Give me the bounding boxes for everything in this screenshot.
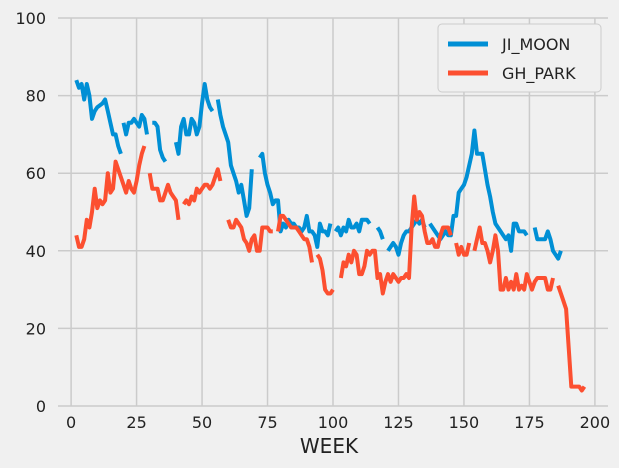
legend-label-ji-moon: JI_MOON <box>501 35 570 55</box>
x-tick-label: 200 <box>580 413 611 432</box>
series-line-segment <box>121 113 149 137</box>
x-tick-labels: 0 25 50 75 100 125 150 175 200 <box>66 413 610 432</box>
x-tick-label: 150 <box>449 413 480 432</box>
legend: JI_MOON GH_PARK <box>437 23 602 93</box>
series-gh-park <box>74 145 587 393</box>
series-line-segment <box>276 213 314 263</box>
series-line-segment <box>338 194 453 296</box>
series-line-segment <box>428 128 529 253</box>
y-tick-label: 40 <box>26 242 46 261</box>
x-axis-label: WEEK <box>300 434 359 458</box>
x-tick-label: 175 <box>514 413 545 432</box>
series-line-segment <box>386 217 427 257</box>
series-line-segment <box>74 79 123 155</box>
series-line-segment <box>375 226 385 240</box>
series-line-segment <box>333 217 372 238</box>
series-line-segment <box>173 82 215 156</box>
series-line-segment <box>147 172 181 221</box>
series-line-segment <box>532 227 563 261</box>
series-line-segment <box>454 242 472 257</box>
legend-label-gh-park: GH_PARK <box>502 64 576 84</box>
x-tick-label: 50 <box>192 413 212 432</box>
series-line-segment <box>152 120 168 163</box>
x-tick-label: 100 <box>318 413 349 432</box>
x-tick-label: 125 <box>383 413 414 432</box>
x-tick-label: 0 <box>66 413 76 432</box>
y-tick-label: 0 <box>36 397 46 416</box>
series-line-segment <box>182 167 223 207</box>
y-tick-labels: 0 20 40 60 80 100 <box>15 9 46 416</box>
series-line-segment <box>215 99 254 218</box>
series-line-segment <box>226 217 273 253</box>
grid-lines <box>58 17 608 407</box>
x-tick-label: 75 <box>257 413 277 432</box>
x-tick-label: 25 <box>126 413 146 432</box>
series-line-segment <box>315 253 335 296</box>
series-layer <box>74 79 587 393</box>
series-line-segment <box>74 145 147 249</box>
y-tick-label: 60 <box>26 164 46 183</box>
series-ji-moon <box>74 79 563 261</box>
y-tick-label: 20 <box>26 319 46 338</box>
series-line-segment <box>472 225 555 292</box>
series-line-segment <box>556 285 587 393</box>
y-tick-label: 100 <box>15 9 46 28</box>
y-tick-label: 80 <box>26 87 46 106</box>
